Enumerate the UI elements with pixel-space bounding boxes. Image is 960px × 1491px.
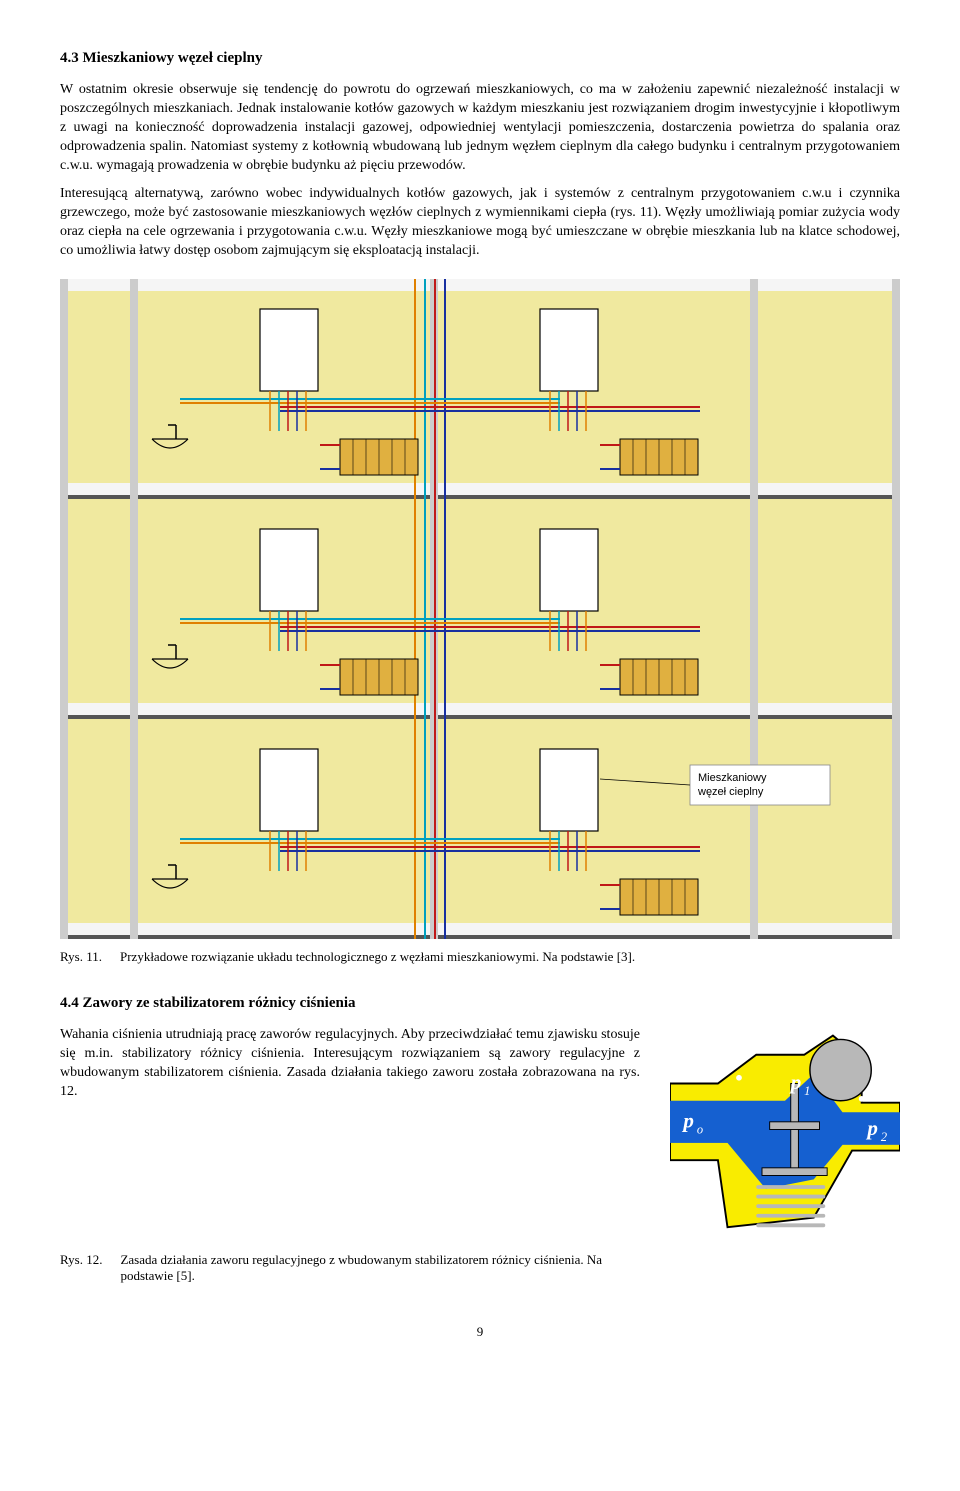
figure-11-caption: Przykładowe rozwiązanie układu technolog… [120,949,900,965]
section-44-heading: 4.4 Zawory ze stabilizatorem różnicy ciś… [60,995,900,1012]
section-44-para-1: Wahania ciśnienia utrudniają pracę zawor… [60,1026,640,1102]
figure-11-label: Rys. 11. [60,949,102,965]
svg-text:p: p [789,1070,802,1094]
figure-11: Mieszkaniowywęzeł cieplny Rys. 11. Przyk… [60,279,900,965]
section-43-para-1: W ostatnim okresie obserwuje się tendenc… [60,81,900,175]
svg-text:2: 2 [881,1130,887,1144]
svg-text:p: p [865,1116,878,1140]
figure-12: pop1p2 [670,1026,900,1275]
building-diagram: Mieszkaniowywęzeł cieplny [60,279,900,939]
svg-text:1: 1 [804,1084,810,1098]
svg-text:p: p [681,1109,694,1133]
section-43-para-2: Interesującą alternatywą, zarówno wobec … [60,185,900,261]
figure-12-label: Rys. 12. [60,1252,102,1284]
page-number: 9 [60,1324,900,1340]
section-43-heading: 4.3 Mieszkaniowy węzeł cieplny [60,50,900,67]
svg-text:o: o [697,1122,703,1136]
valve-diagram: pop1p2 [670,1026,900,1275]
figure-12-caption: Zasada działania zaworu regulacyjnego z … [120,1252,640,1284]
